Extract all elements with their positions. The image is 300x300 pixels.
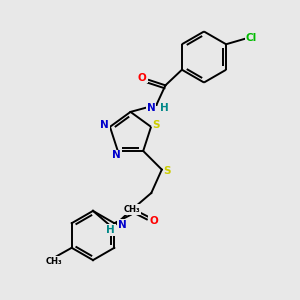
Text: N: N [147, 103, 155, 113]
Text: H: H [160, 103, 169, 113]
Text: S: S [153, 120, 160, 130]
Text: N: N [100, 120, 109, 130]
Text: O: O [138, 73, 147, 82]
Text: N: N [118, 220, 126, 230]
Text: H: H [106, 225, 115, 235]
Text: S: S [164, 166, 171, 176]
Text: Cl: Cl [246, 33, 257, 43]
Text: N: N [112, 151, 121, 160]
Text: CH₃: CH₃ [124, 205, 141, 214]
Text: CH₃: CH₃ [46, 257, 63, 266]
Text: O: O [149, 216, 158, 226]
